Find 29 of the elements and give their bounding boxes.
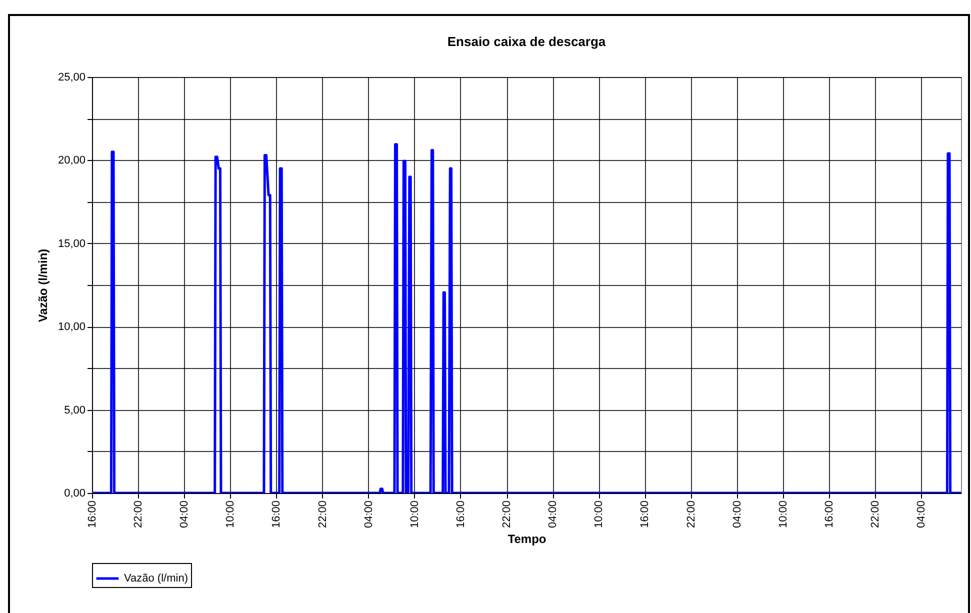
x-tick-label: 22:00	[501, 500, 514, 528]
x-tick-label: 16:00	[86, 500, 98, 528]
x-axis-title: Tempo	[508, 532, 546, 546]
x-tick-label: 04:00	[547, 500, 560, 528]
x-tick-label: 22:00	[316, 500, 329, 528]
x-tick-label: 04:00	[916, 500, 928, 528]
legend-label: Vazão (l/min)	[124, 572, 188, 584]
x-tick-label: 22:00	[685, 500, 698, 528]
y-tick-label: 5,00	[64, 404, 86, 416]
x-tick-label: 10:00	[408, 500, 421, 528]
y-axis-title: Vazão (l/min)	[36, 248, 50, 322]
x-tick-label: 16:00	[270, 500, 283, 528]
y-tick-label: 10,00	[58, 321, 86, 334]
x-tick-label: 04:00	[362, 500, 375, 528]
y-tick-label: 20,00	[58, 154, 86, 167]
x-tick-label: 16:00	[639, 500, 652, 528]
y-tick-label: 15,00	[58, 238, 86, 250]
x-tick-label: 10:00	[593, 500, 606, 528]
x-tick-label: 04:00	[178, 500, 191, 528]
x-tick-label: 04:00	[731, 500, 744, 528]
chart-title: Ensaio caixa de descarga	[447, 34, 606, 49]
x-tick-label: 10:00	[777, 500, 790, 528]
y-tick-label: 25,00	[58, 72, 86, 84]
y-tick-label: 0,00	[64, 488, 86, 500]
x-tick-label: 22:00	[132, 500, 145, 528]
x-tick-label: 16:00	[454, 500, 467, 528]
x-tick-label: 22:00	[870, 500, 882, 528]
x-tick-label: 10:00	[224, 500, 237, 528]
x-tick-label: 16:00	[823, 500, 836, 528]
